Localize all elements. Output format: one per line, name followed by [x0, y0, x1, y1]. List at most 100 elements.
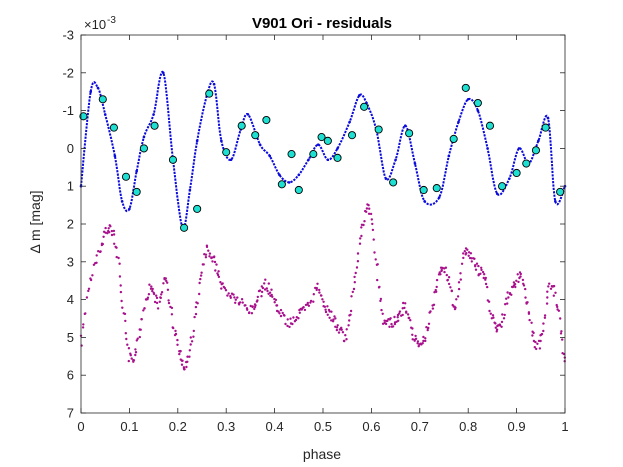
lower-series-point	[360, 226, 363, 229]
lower-series-point	[552, 284, 556, 288]
lower-series-point	[139, 328, 142, 331]
observed-point	[432, 184, 441, 193]
lower-series-point	[256, 299, 259, 302]
lower-series-point	[155, 294, 158, 297]
observed-point	[294, 185, 303, 195]
lower-series-point	[251, 305, 254, 309]
lower-series-point	[148, 283, 151, 286]
lower-series-point	[101, 242, 105, 246]
lower-series-point	[166, 281, 169, 284]
observed-point	[251, 131, 260, 140]
lower-series-point	[110, 233, 114, 237]
lower-series-point	[189, 336, 192, 339]
lower-series-point	[367, 204, 370, 207]
lower-series-point	[538, 347, 542, 350]
lower-series-point	[506, 302, 509, 305]
observed-series	[79, 83, 565, 232]
lower-series-point	[270, 293, 273, 297]
lower-series-point	[508, 292, 512, 295]
observed-point	[277, 180, 286, 189]
lower-series-point	[260, 295, 263, 298]
lower-series-point	[548, 282, 551, 285]
lower-series-point	[216, 273, 220, 277]
lower-series-point	[371, 228, 375, 232]
lower-series-point	[156, 307, 160, 310]
lower-series-point	[324, 310, 328, 314]
lower-series-point	[214, 269, 217, 272]
lower-series-point	[279, 308, 283, 312]
lower-series-point	[560, 330, 563, 333]
lower-series-point	[466, 248, 469, 251]
model-curve-point	[113, 154, 117, 158]
lower-series-point	[369, 212, 373, 216]
lower-series-point	[414, 334, 417, 338]
lower-series-point	[343, 339, 346, 343]
lower-series-point	[147, 293, 151, 296]
lower-series-point	[555, 303, 558, 307]
lower-series-point	[85, 296, 89, 299]
lower-series-point	[302, 306, 305, 309]
lower-series-point	[330, 310, 333, 313]
observed-point	[389, 178, 398, 187]
model-curve-point	[384, 177, 388, 180]
lower-series-point	[198, 292, 201, 296]
lower-series-point	[347, 324, 350, 327]
lower-series-point	[95, 254, 98, 257]
model-curve-point	[195, 139, 199, 143]
lower-series-point	[500, 320, 504, 324]
lower-series-point	[167, 299, 170, 302]
observed-point	[132, 187, 141, 196]
lower-series-point	[326, 313, 329, 316]
x-tick-label: 0.7	[411, 419, 429, 434]
lower-series-point	[519, 275, 522, 278]
lower-series-point	[294, 318, 298, 322]
lower-series-point	[118, 275, 122, 278]
lower-series-point	[142, 309, 145, 312]
lower-series-point	[221, 282, 224, 285]
lower-series-point	[459, 278, 462, 281]
lower-series-point	[561, 338, 564, 341]
lower-series-point	[528, 318, 531, 322]
lower-series-point	[240, 298, 244, 301]
lower-series-point	[119, 284, 122, 287]
lower-series-point	[115, 255, 118, 259]
lower-series-point	[462, 252, 465, 255]
lower-series-point	[495, 328, 499, 331]
observed-point	[461, 83, 470, 92]
lower-series-point	[516, 273, 519, 276]
lower-series-point	[256, 295, 259, 299]
observed-point	[237, 121, 246, 130]
lower-series-point	[200, 271, 203, 274]
lower-series-point	[429, 310, 432, 313]
lower-series-point	[130, 357, 133, 360]
lower-series-point	[183, 368, 186, 371]
lower-series-point	[481, 270, 485, 274]
lower-series-point	[457, 287, 461, 291]
lower-series-point	[307, 304, 311, 307]
observed-point	[121, 172, 131, 181]
lower-series-point	[323, 305, 327, 308]
lower-series-point	[507, 296, 510, 299]
y-tick-label: 0	[67, 141, 74, 156]
model-curve-point	[336, 147, 339, 150]
lower-series-point	[514, 285, 517, 289]
y-tick-label: -1	[62, 103, 74, 118]
lower-series-point	[151, 289, 154, 293]
axes: 0 0.1 0.2 0.3 0.4 0.5 0.6 0.7 0.8 0.9 1 -3 -2 -1 0 1 2 3 4…	[62, 28, 568, 435]
lower-series-point	[155, 296, 159, 300]
y-axis-label: Δ m [mag]	[27, 190, 43, 253]
lower-series-point	[413, 339, 416, 342]
lower-series-point	[463, 250, 466, 253]
model-curve-point	[413, 162, 417, 165]
lower-series-point	[324, 308, 327, 311]
y-tick-label: 1	[67, 179, 74, 194]
model-curve-point	[495, 192, 499, 196]
lower-series-point	[398, 310, 402, 313]
lower-series-point	[170, 306, 174, 310]
x-tick-label: 0.3	[217, 419, 235, 434]
lower-series-point	[367, 212, 371, 215]
lower-series-point	[510, 293, 513, 296]
observed-point	[531, 146, 541, 155]
lower-series-point	[506, 291, 509, 294]
lower-series-point	[444, 266, 448, 269]
